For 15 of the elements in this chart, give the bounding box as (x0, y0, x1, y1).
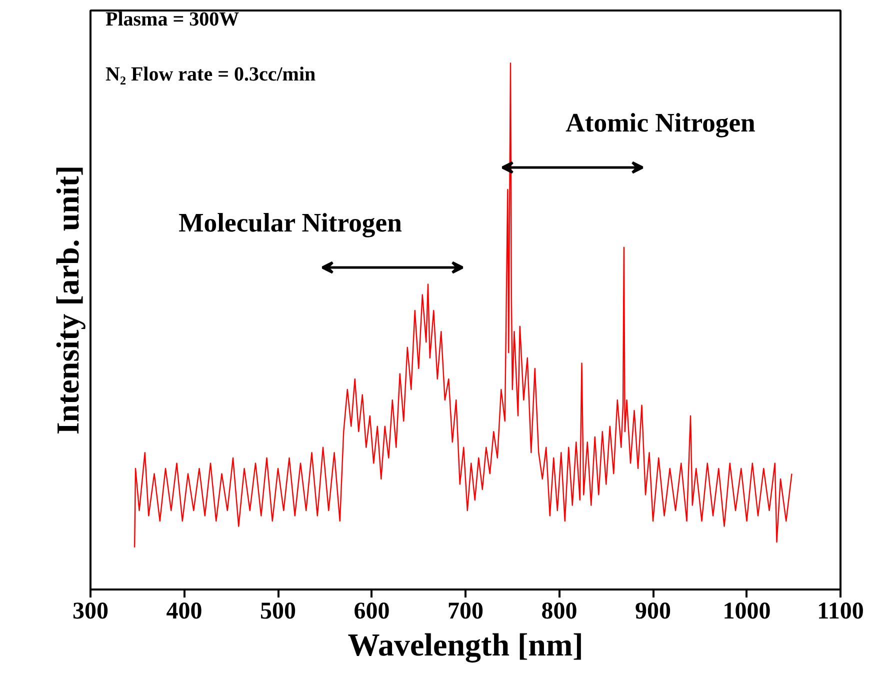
x-tick-label: 700 (448, 598, 484, 624)
x-tick-label: 400 (166, 598, 202, 624)
x-tick-label: 1000 (722, 598, 771, 624)
x-tick-label: 800 (541, 598, 578, 624)
x-axis-title: Wavelength [nm] (348, 626, 584, 664)
y-axis-title: Intensity [arb. unit] (50, 165, 86, 435)
x-tick-label: 300 (72, 598, 108, 624)
text: Plasma = 300W (106, 8, 240, 30)
x-tick-label: 600 (354, 598, 390, 624)
x-tick-label: 900 (635, 598, 671, 624)
x-tick-label: 1100 (817, 598, 864, 624)
annotation: Atomic Nitrogen (566, 108, 756, 138)
x-tick-label: 500 (260, 598, 296, 624)
annotation: Molecular Nitrogen (178, 208, 402, 238)
annotation: N₂ Flow rate = 0.3cc/min (106, 64, 316, 86)
